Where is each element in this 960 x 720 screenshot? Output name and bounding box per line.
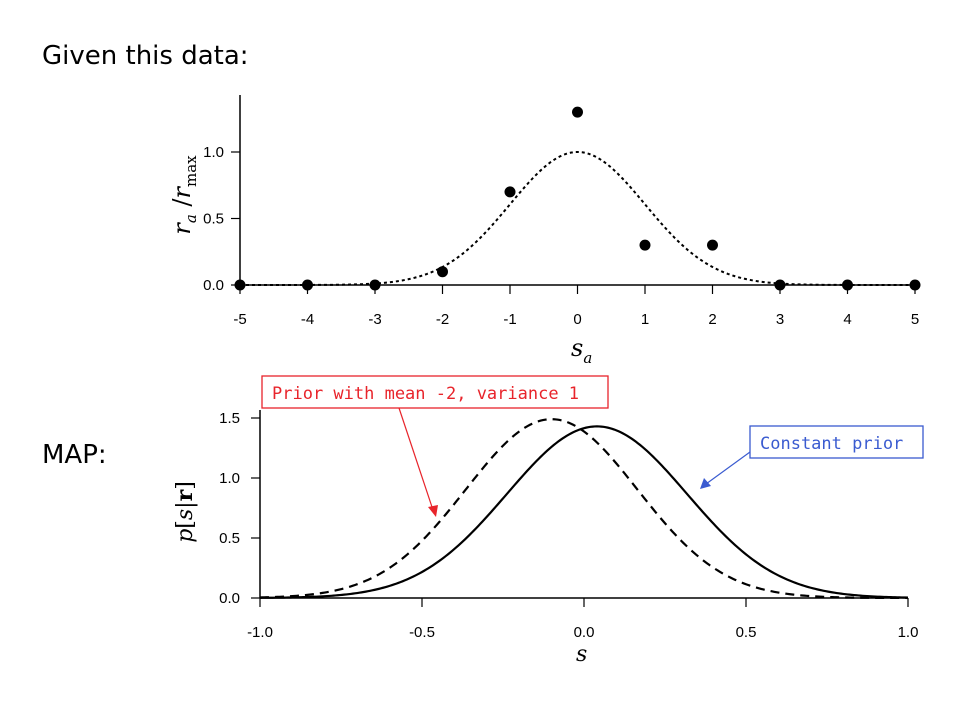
chart1-x-tick-label: -1 [503,311,516,328]
prior-arrow-line [398,407,434,511]
chart2-gaussian-prior-curve [259,418,909,600]
chart1-y-label: ra /rmax [168,155,200,235]
chart2-x-ticks: -1.0 -0.5 0.0 0.5 1.0 [247,598,918,641]
chart2-x-tick-label: 1.0 [898,624,919,641]
chart1-data-point [774,279,786,291]
prior-label-text: Prior with mean -2, variance 1 [272,384,579,404]
chart2-y-ticks: 0.0 0.5 1.0 1.5 [219,410,260,607]
chart1-y-tick-label: 1.0 [203,144,224,161]
chart1-x-tick-label: 4 [843,311,851,328]
slide-heading-map: MAP: [42,440,107,470]
chart1-data-point [572,106,583,118]
tuning-chart: -5 -4 -3 -2 -1 0 1 2 3 4 5 0.0 0.5 1.0 ra /rmax sa [168,95,921,367]
prior-label-box [261,375,609,409]
chart1-y-ticks: 0.0 0.5 1.0 [203,144,240,294]
chart1-data-point [369,279,381,291]
chart1-data-point [639,239,651,251]
chart1-data-point [504,186,516,198]
chart1-x-tick-label: -5 [233,311,246,328]
chart1-x-tick-label: -4 [301,311,314,328]
chart2-constant-prior-curve [259,425,909,599]
chart1-y-tick-label: 0.0 [203,277,224,294]
chart1-x-tick-label: 0 [573,311,581,328]
chart1-x-tick-label: 1 [641,311,649,328]
constant-arrow-head [700,478,711,489]
chart1-data-point [437,266,448,278]
chart1-data-point [909,279,921,291]
chart1-x-tick-label: 5 [911,311,919,328]
slide-heading-top: Given this data: [42,41,249,71]
chart1-tuning-curve [240,150,915,286]
chart1-y-tick-label: 0.5 [203,211,224,228]
chart1-x-label: sa [571,334,592,367]
chart1-x-tick-label: -2 [436,311,449,328]
chart2-y-tick-label: 0.5 [219,530,240,547]
chart2-x-tick-label: 0.0 [574,624,595,641]
chart2-x-tick-label: -1.0 [247,624,273,641]
prior-annotation: Prior with mean -2, variance 1 [261,375,609,517]
chart2-y-tick-label: 1.5 [219,410,240,427]
chart2-x-tick-label: 0.5 [736,624,757,641]
chart1-data-point [234,279,246,291]
chart1-x-tick-label: 2 [708,311,716,328]
constant-arrow-line [705,451,751,485]
chart1-data-point [842,279,853,291]
constant-label-box [749,425,924,459]
chart1-data-point [302,279,313,291]
svg-text:ra /rmax: ra /rmax [168,155,200,235]
prior-arrow-head [428,505,438,517]
chart2-y-tick-label: 0.0 [219,590,240,607]
chart2-y-label: p[s|r] [172,481,198,543]
chart2-y-tick-label: 1.0 [219,470,240,487]
constant-label-text: Constant prior [760,434,903,454]
posterior-chart: -1.0 -0.5 0.0 0.5 1.0 0.0 0.5 1.0 1.5 p[s|r] s [172,410,918,667]
constant-annotation: Constant prior [700,425,924,489]
chart1-x-tick-label: 3 [776,311,784,328]
chart1-x-ticks: -5 -4 -3 -2 -1 0 1 2 3 4 5 [233,285,919,328]
chart1-x-tick-label: -3 [368,311,381,328]
svg-text:p[s|r]: p[s|r] [172,481,198,543]
chart2-x-label: s [576,642,587,667]
chart2-x-tick-label: -0.5 [409,624,435,641]
chart1-data-point [707,239,718,251]
chart1-points [234,106,921,291]
